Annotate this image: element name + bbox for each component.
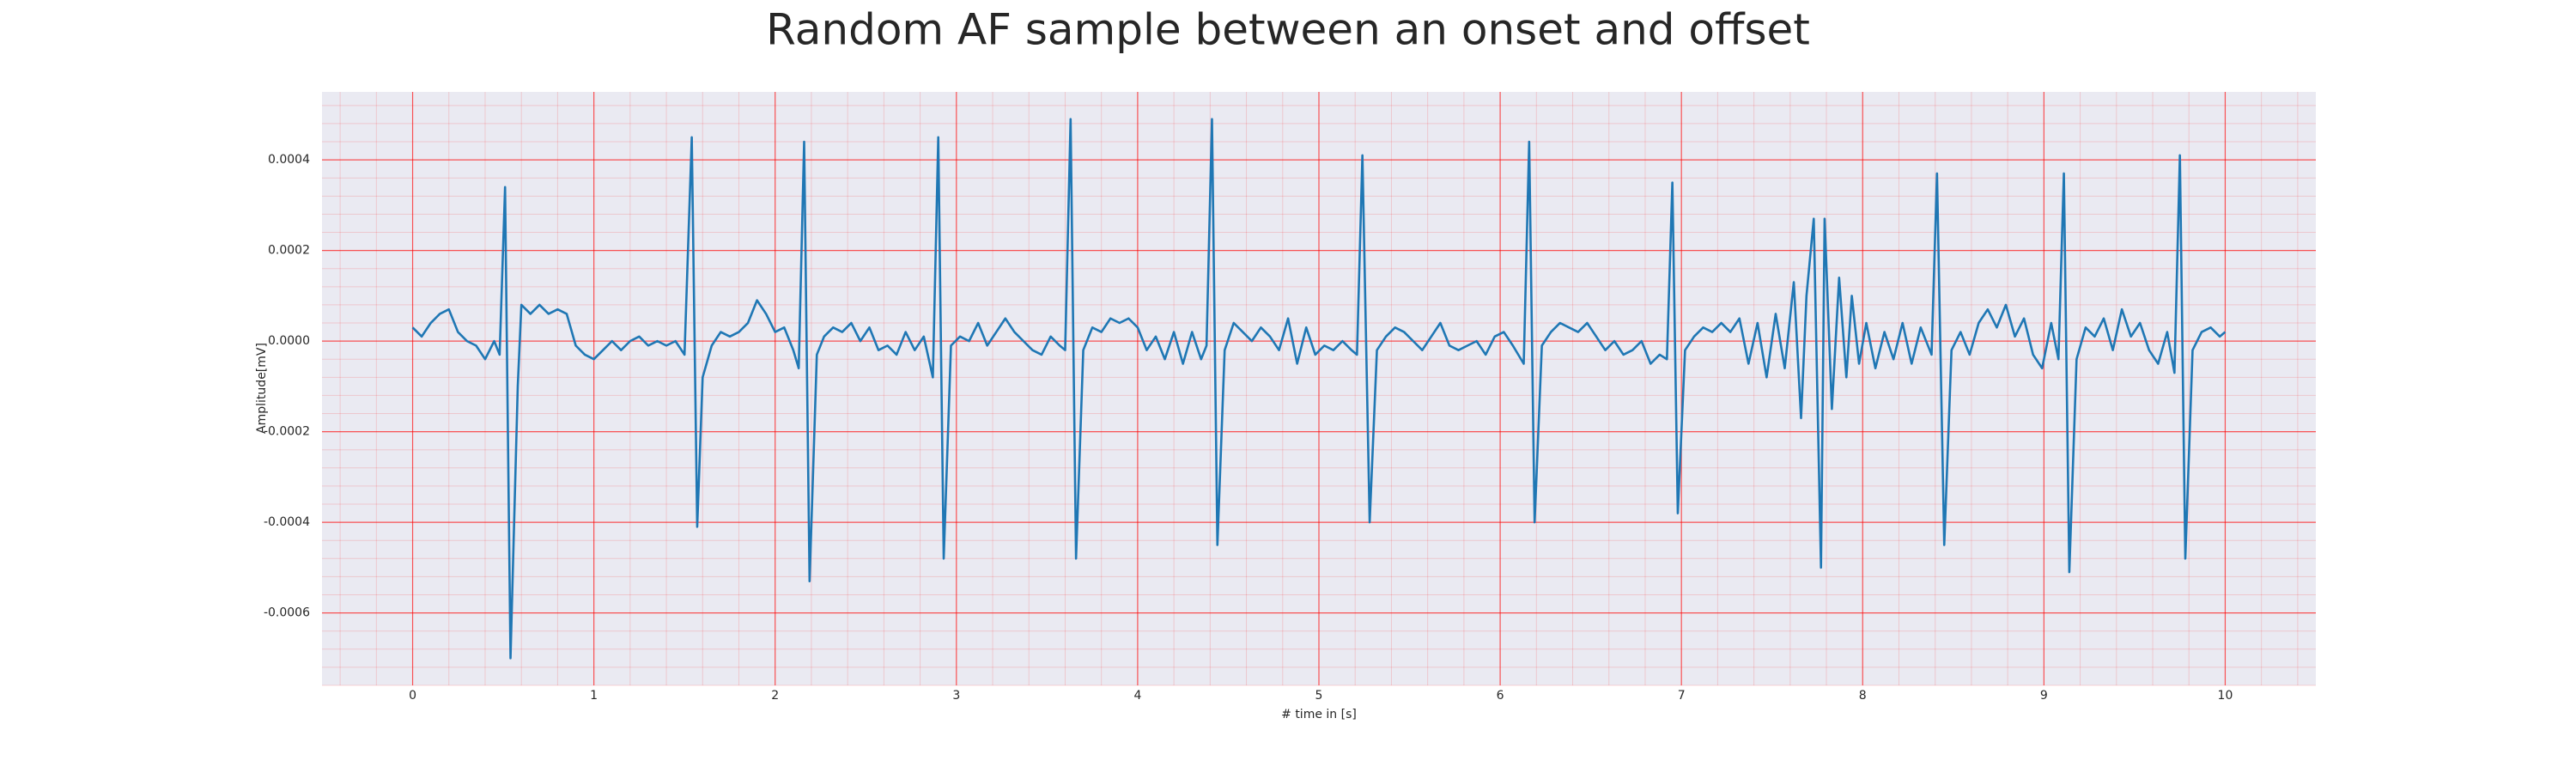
y-tick-label: 0.0000 <box>268 334 310 348</box>
x-tick-label: 5 <box>1315 689 1323 703</box>
x-tick-label: 1 <box>590 689 598 703</box>
y-tick-label: -0.0002 <box>264 425 310 439</box>
x-tick-label: 7 <box>1678 689 1686 703</box>
x-tick-label: 2 <box>771 689 779 703</box>
y-tick-label: -0.0006 <box>264 606 310 620</box>
x-tick-label: 0 <box>409 689 416 703</box>
x-axis-label: # time in [s] <box>1281 708 1357 721</box>
signal-line <box>411 118 2227 660</box>
x-tick-label: 3 <box>952 689 960 703</box>
x-tick-label: 10 <box>2218 689 2233 703</box>
x-tick-label: 8 <box>1859 689 1867 703</box>
x-tick-label: 9 <box>2040 689 2048 703</box>
y-axis-label: Amplitude[mV] <box>255 343 269 434</box>
y-tick-label: -0.0004 <box>264 515 310 529</box>
chart-title: Random AF sample between an onset and of… <box>766 5 1810 55</box>
x-tick-label: 4 <box>1133 689 1141 703</box>
y-tick-label: 0.0004 <box>268 153 310 167</box>
y-tick-label: 0.0002 <box>268 244 310 258</box>
x-tick-label: 6 <box>1497 689 1504 703</box>
